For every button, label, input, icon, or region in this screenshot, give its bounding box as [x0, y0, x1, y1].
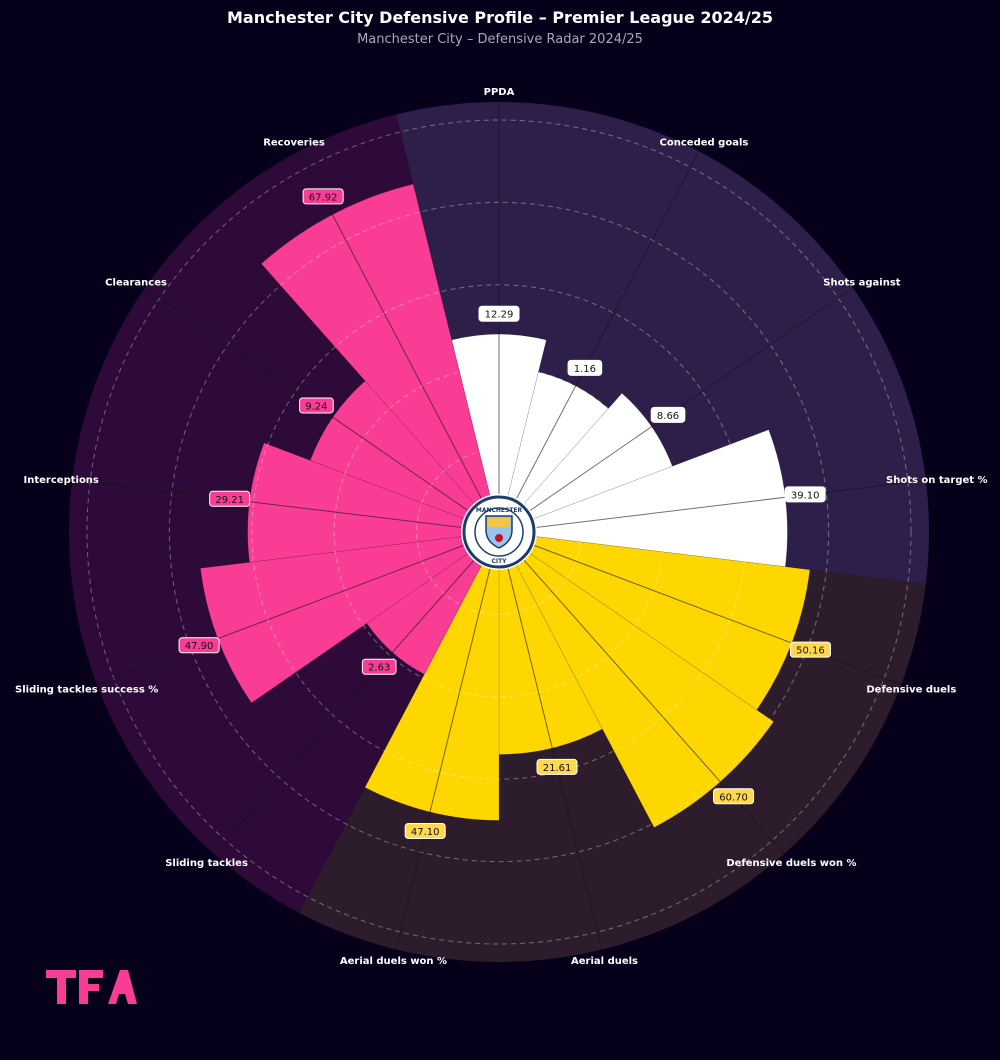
value-label-box: [478, 305, 520, 322]
spoke-line: [395, 531, 500, 950]
value-label: 9.24: [305, 401, 327, 412]
category-label: Aerial duels: [571, 956, 638, 967]
club-crest: MANCHESTER CITY: [461, 494, 537, 570]
category-label: Shots against: [823, 277, 901, 288]
category-label: Shots on target %: [886, 475, 988, 486]
chart-title: Manchester City Defensive Profile – Prem…: [226, 8, 774, 27]
spoke-line: [498, 479, 926, 533]
crest-bottom-text: CITY: [491, 558, 507, 565]
value-label: 47.90: [185, 641, 214, 652]
value-label-box: [567, 359, 603, 376]
category-label: Sliding tackles: [165, 858, 248, 869]
value-label: 50.16: [796, 646, 825, 657]
value-label: 1.16: [574, 364, 596, 375]
value-label-box: [299, 397, 334, 414]
value-label-box: [789, 641, 831, 658]
value-label-box: [209, 490, 251, 507]
value-label: 67.92: [309, 192, 338, 203]
category-label: Aerial duels won %: [340, 956, 447, 967]
spoke-line: [72, 479, 500, 533]
spoke-line: [498, 531, 603, 950]
category-label: Sliding tackles success %: [15, 684, 158, 695]
spoke-line: [498, 531, 902, 685]
value-label-box: [178, 637, 220, 654]
value-label: 47.10: [411, 827, 440, 838]
spoke-line: [498, 151, 700, 533]
value-label: 2.63: [368, 663, 390, 674]
spoke-line: [213, 531, 500, 855]
value-label: 8.66: [657, 411, 679, 422]
value-label-box: [650, 406, 686, 423]
category-label: PPDA: [484, 87, 515, 98]
spoke-line: [298, 151, 500, 533]
category-label: Defensive duels won %: [726, 858, 856, 869]
value-label-box: [302, 188, 344, 205]
category-label: Interceptions: [24, 475, 99, 486]
category-label: Clearances: [105, 277, 167, 288]
spoke-line: [96, 531, 500, 685]
value-label-box: [784, 486, 826, 503]
category-label: Recoveries: [263, 138, 325, 149]
value-label: 21.61: [543, 763, 572, 774]
value-label: 12.29: [485, 310, 514, 321]
value-label: 39.10: [791, 490, 820, 501]
value-label-box: [404, 822, 446, 839]
chart-subtitle: Manchester City – Defensive Radar 2024/2…: [357, 32, 643, 47]
value-label-box: [536, 758, 578, 775]
value-label: 29.21: [215, 495, 244, 506]
value-label-box: [713, 788, 755, 805]
tfa-logo: [46, 970, 137, 1004]
value-label-box: [361, 658, 397, 675]
crest-top-text: MANCHESTER: [476, 507, 523, 514]
value-label: 60.70: [719, 792, 748, 803]
category-label: Defensive duels: [866, 684, 956, 695]
category-label: Conceded goals: [660, 138, 749, 149]
grid-circle: [86, 119, 912, 945]
